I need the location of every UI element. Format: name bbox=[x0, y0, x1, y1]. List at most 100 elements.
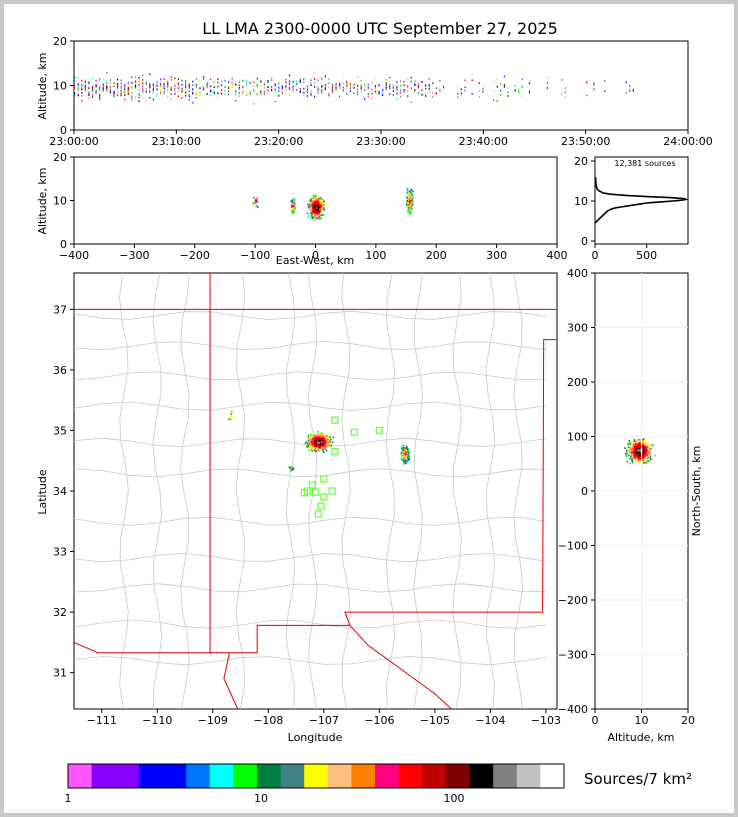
source-point bbox=[206, 83, 208, 86]
source-point bbox=[149, 86, 151, 89]
colorbar-swatch bbox=[516, 764, 541, 788]
source-point bbox=[407, 451, 410, 454]
source-point bbox=[641, 451, 644, 454]
x-tick-label: 0 bbox=[312, 249, 319, 262]
source-point bbox=[399, 91, 402, 94]
source-point bbox=[648, 449, 650, 452]
source-point bbox=[321, 89, 323, 91]
source-point bbox=[306, 439, 309, 442]
source-point bbox=[645, 448, 648, 451]
source-point bbox=[74, 85, 76, 87]
source-point bbox=[325, 449, 328, 452]
source-point bbox=[428, 83, 430, 86]
county-line bbox=[307, 272, 318, 710]
source-point bbox=[319, 204, 321, 207]
source-point bbox=[319, 437, 321, 440]
source-point bbox=[629, 462, 631, 465]
source-point bbox=[142, 82, 144, 85]
source-point bbox=[624, 447, 626, 449]
source-point bbox=[316, 209, 319, 211]
source-point bbox=[131, 82, 133, 84]
x-tick-label: −100 bbox=[240, 249, 270, 262]
source-point bbox=[342, 86, 344, 89]
source-point bbox=[407, 458, 410, 461]
source-point bbox=[633, 456, 636, 458]
source-point bbox=[113, 92, 115, 94]
county-line bbox=[413, 272, 424, 710]
source-point bbox=[311, 211, 314, 213]
source-point bbox=[644, 444, 647, 447]
source-point bbox=[174, 89, 176, 92]
source-point bbox=[409, 204, 412, 207]
source-point bbox=[401, 448, 403, 450]
source-point bbox=[635, 446, 637, 448]
source-point bbox=[74, 78, 76, 80]
source-point bbox=[81, 87, 83, 90]
source-point bbox=[435, 92, 437, 94]
source-point bbox=[313, 85, 316, 88]
source-point bbox=[319, 217, 322, 219]
source-point bbox=[293, 207, 296, 210]
source-point bbox=[308, 205, 311, 208]
source-point bbox=[378, 84, 380, 86]
source-point bbox=[421, 89, 423, 91]
source-point bbox=[316, 438, 319, 440]
source-point bbox=[323, 433, 326, 436]
source-point bbox=[634, 443, 637, 446]
source-point bbox=[292, 203, 294, 206]
source-point bbox=[88, 82, 90, 84]
source-point bbox=[322, 207, 325, 210]
source-point bbox=[313, 206, 316, 208]
source-point bbox=[308, 438, 311, 441]
source-point bbox=[320, 214, 323, 217]
source-point bbox=[256, 83, 258, 86]
station-marker bbox=[350, 428, 358, 436]
source-point bbox=[314, 450, 317, 452]
east-west-ticks: −400 −300 −200 −100 0 100 200 300 400 0 10 20 bbox=[53, 151, 568, 262]
y-tick-label: −100 bbox=[558, 540, 588, 553]
source-point bbox=[321, 214, 324, 216]
source-point bbox=[313, 201, 315, 204]
source-point bbox=[644, 452, 647, 455]
source-point bbox=[417, 83, 420, 85]
source-point bbox=[404, 447, 407, 449]
source-point bbox=[288, 86, 291, 89]
source-point bbox=[316, 443, 319, 446]
source-point bbox=[320, 201, 322, 203]
source-point bbox=[312, 196, 315, 199]
source-point bbox=[367, 95, 369, 97]
source-point bbox=[637, 446, 639, 449]
source-point bbox=[285, 88, 287, 91]
source-point bbox=[253, 196, 255, 199]
source-point bbox=[409, 210, 411, 213]
source-point bbox=[364, 89, 366, 91]
source-point bbox=[229, 417, 232, 419]
source-point bbox=[339, 84, 341, 87]
source-point bbox=[307, 215, 310, 218]
source-point bbox=[649, 449, 651, 452]
source-point bbox=[170, 88, 172, 90]
source-point bbox=[99, 79, 101, 81]
source-point bbox=[414, 90, 416, 93]
source-point bbox=[641, 439, 644, 442]
source-point bbox=[410, 76, 412, 79]
x-tick-label: −103 bbox=[531, 714, 561, 727]
source-point bbox=[124, 85, 126, 88]
source-point bbox=[315, 200, 318, 202]
source-point bbox=[322, 439, 324, 441]
y-tick-label: 10 bbox=[574, 195, 588, 208]
plan-view-ticks: −111 −110 −109 −108 −107 −106 −105 −104 −103 31 32… bbox=[53, 303, 561, 727]
source-point bbox=[346, 83, 348, 86]
source-point bbox=[91, 94, 94, 96]
source-point bbox=[252, 202, 255, 204]
source-point bbox=[230, 413, 233, 416]
source-point bbox=[632, 89, 634, 91]
source-point bbox=[303, 87, 305, 90]
source-point bbox=[308, 443, 311, 446]
source-point bbox=[410, 192, 412, 194]
source-point bbox=[636, 445, 639, 448]
source-point bbox=[407, 202, 409, 204]
source-point bbox=[644, 462, 647, 465]
source-point bbox=[500, 83, 502, 85]
source-point bbox=[217, 97, 219, 99]
